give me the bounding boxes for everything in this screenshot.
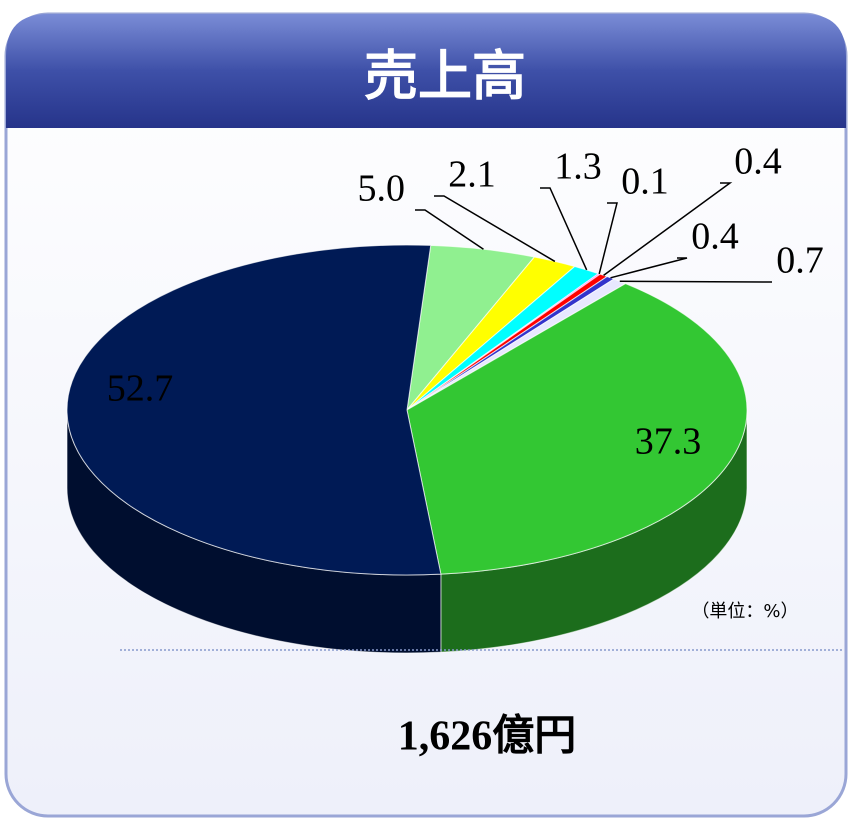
chart-title: 売上高: [364, 45, 526, 108]
value-label: 0.4: [734, 141, 782, 183]
leader-line: [610, 257, 688, 279]
value-label: 0.1: [621, 161, 669, 203]
value-label: 5.0: [358, 168, 406, 210]
value-label: 37.3: [635, 421, 702, 463]
leader-line: [415, 209, 484, 250]
total: 1,626億円: [398, 713, 577, 760]
slice: [66, 244, 442, 576]
leader-line: [603, 182, 733, 276]
leader-line: [619, 280, 773, 283]
value-label: 0.7: [776, 240, 824, 282]
leader-line: [540, 187, 588, 271]
value-label: 52.7: [107, 368, 174, 410]
value-label: 1.3: [554, 146, 602, 188]
leader-line: [434, 195, 556, 263]
unit-note: （単位：%）: [691, 601, 798, 622]
value-label: 0.4: [691, 216, 739, 258]
value-label: 2.1: [448, 154, 496, 196]
card-header: [6, 14, 846, 128]
slice: [406, 283, 748, 575]
leader-line: [598, 202, 618, 275]
